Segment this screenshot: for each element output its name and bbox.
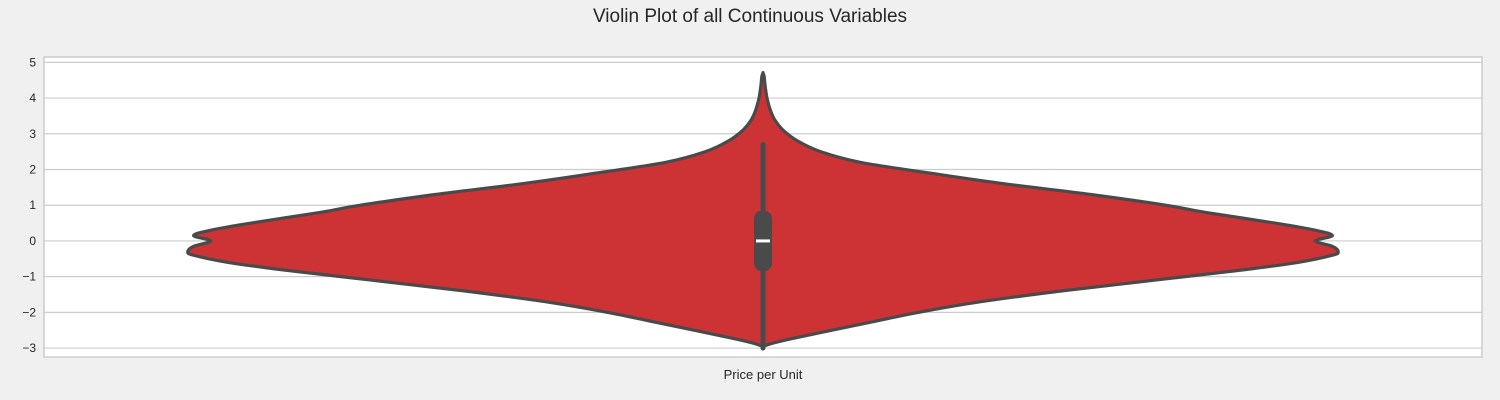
y-tick-label: 1: [29, 198, 36, 212]
y-tick-label: −1: [22, 270, 36, 284]
y-tick-label: 0: [29, 234, 36, 248]
chart-title: Violin Plot of all Continuous Variables: [593, 6, 907, 27]
violins: [186, 71, 1340, 351]
y-tick-label: 4: [29, 91, 36, 105]
y-tick-label: 2: [29, 163, 36, 177]
y-tick-label: −3: [22, 341, 36, 355]
y-tick-label: −2: [22, 305, 36, 319]
x-axis-ticks: Price per Unit: [724, 367, 803, 382]
x-tick-label: Price per Unit: [724, 367, 803, 382]
y-tick-label: 5: [29, 55, 36, 69]
y-tick-label: 3: [29, 127, 36, 141]
y-axis-ticks: −3 −2 −1 0 1 2 3 4 5: [22, 55, 36, 355]
